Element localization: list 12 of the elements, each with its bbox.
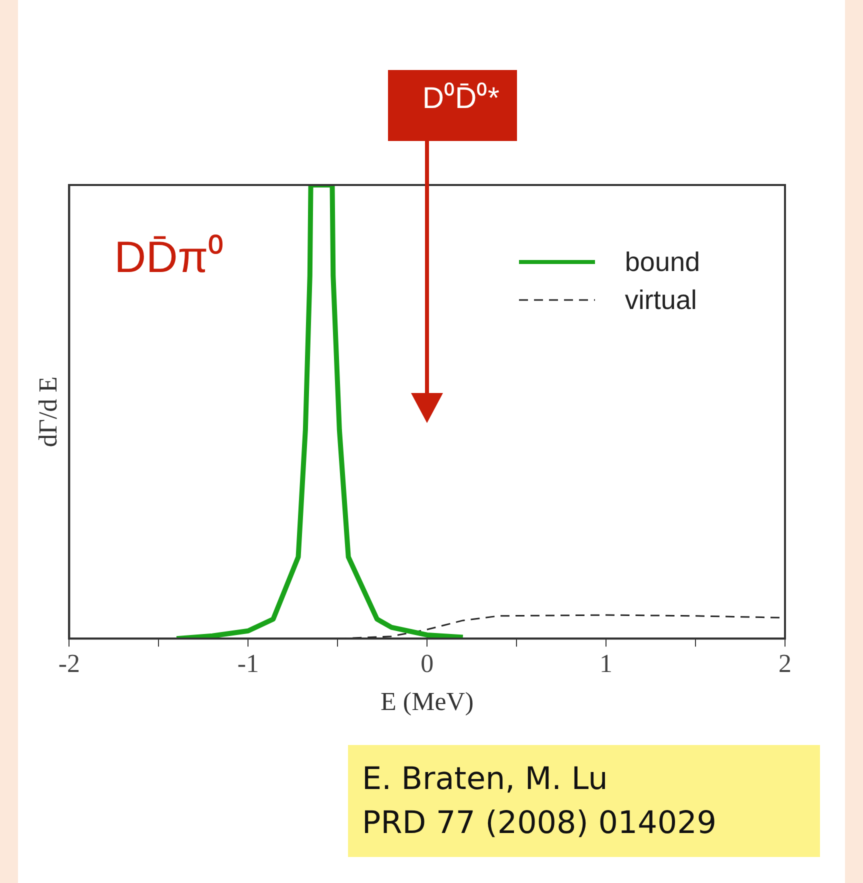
text: E. Braten, M. Lu PRD 77 (2008) 014029 <box>348 745 820 857</box>
annotation: DD̄π⁰ <box>114 232 224 284</box>
x-tick-label: 2 <box>778 649 792 678</box>
x-tick-label: 1 <box>600 649 613 678</box>
x-tick-label: -2 <box>58 649 80 678</box>
legend-label: bound <box>624 246 700 279</box>
y-axis-title: dΓ/d E <box>33 376 62 448</box>
x-axis-title: E (MeV) <box>380 687 474 716</box>
x-tick-label: 0 <box>420 649 434 678</box>
legend-label: virtual <box>624 284 697 317</box>
text: D⁰D̄⁰* <box>388 70 518 141</box>
x-tick-label: -1 <box>237 649 259 678</box>
